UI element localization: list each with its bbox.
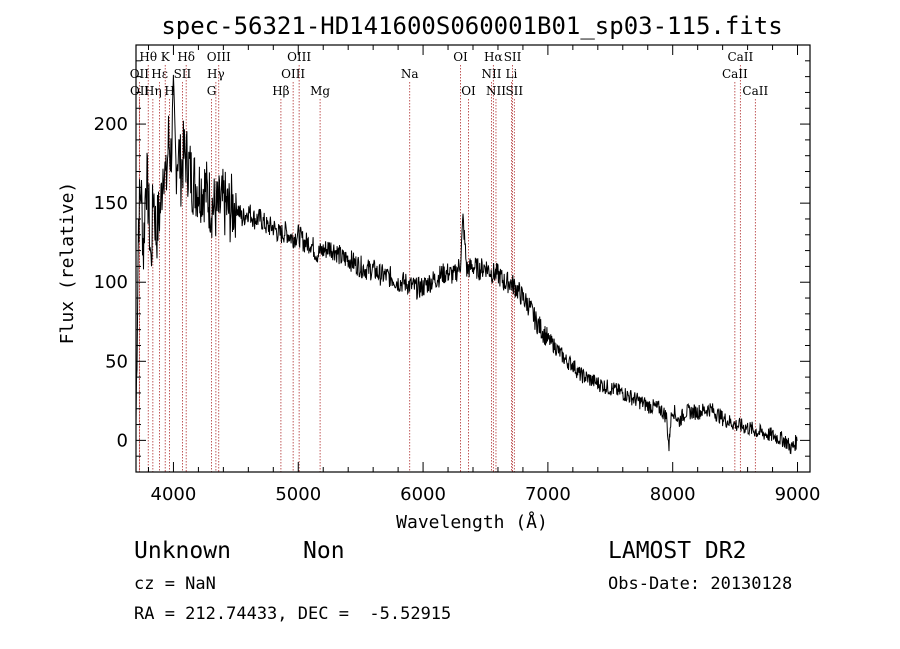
object-type: Unknown	[134, 538, 231, 564]
x-tick-label: 7000	[525, 484, 571, 505]
spectral-line-label: OIII	[287, 50, 311, 64]
y-axis-label: Flux (relative)	[57, 182, 78, 345]
spectral-line-label: OI	[461, 84, 476, 98]
y-tick-label: 50	[105, 351, 128, 372]
spectral-line-label: CaII	[722, 67, 748, 81]
redshift-value: cz = NaN	[134, 574, 216, 594]
spectral-line-label: OII	[130, 67, 150, 81]
spectral-line-label: OI	[453, 50, 468, 64]
x-tick-label: 8000	[650, 484, 696, 505]
spectral-line-label: NII	[486, 84, 506, 98]
spectral-line-label: SII	[504, 50, 522, 64]
survey-name: LAMOST DR2	[608, 538, 747, 564]
spectral-line-label: H	[164, 84, 174, 98]
spectrum-series-line	[135, 74, 798, 455]
spectral-line-label: OIII	[281, 67, 305, 81]
y-tick-label: 0	[117, 430, 128, 451]
spectral-line-label: Mg	[310, 84, 330, 98]
spectral-line-label: Li	[506, 67, 518, 81]
y-tick-label: 100	[94, 272, 128, 293]
y-tick-label: 150	[94, 193, 128, 214]
x-axis-label: Wavelength (Å)	[396, 511, 548, 533]
y-tick-label: 200	[94, 114, 128, 135]
spectral-line-label: Hα	[484, 50, 503, 64]
spectral-line-label: G	[207, 84, 217, 98]
spectral-line-label: CaII	[742, 84, 768, 98]
spectral-line-label: OII	[130, 84, 150, 98]
chart-title: spec-56321-HD141600S060001B01_sp03-115.f…	[161, 12, 782, 40]
x-tick-label: 6000	[400, 484, 446, 505]
spectral-line-label: Hε	[151, 67, 168, 81]
spectral-line-label: Na	[401, 67, 419, 81]
object-subclass: Non	[303, 538, 345, 564]
spectral-line-label: Hδ	[177, 50, 195, 64]
spectral-line-label: Hθ	[139, 50, 157, 64]
spectral-line-label: SII	[174, 67, 192, 81]
spectral-line-label: Hη	[144, 84, 162, 98]
coordinates: RA = 212.74433, DEC = -5.52915	[134, 604, 452, 624]
x-tick-label: 9000	[775, 484, 821, 505]
axis-ticks: 4000 5000 6000 7000 8000 9000 0 50 100 150 200	[94, 45, 821, 505]
observation-date: Obs-Date: 20130128	[608, 574, 793, 594]
spectral-line-label: K	[161, 50, 171, 64]
spectral-line-label: Hγ	[207, 67, 225, 81]
spectral-line-label: CaII	[727, 50, 753, 64]
x-tick-label: 5000	[275, 484, 321, 505]
spectral-line-label: OIII	[207, 50, 231, 64]
spectral-line-label: SII	[505, 84, 523, 98]
spectral-line-label: NII	[481, 67, 501, 81]
x-tick-label: 4000	[151, 484, 197, 505]
spectral-line-label: Hβ	[272, 84, 289, 98]
